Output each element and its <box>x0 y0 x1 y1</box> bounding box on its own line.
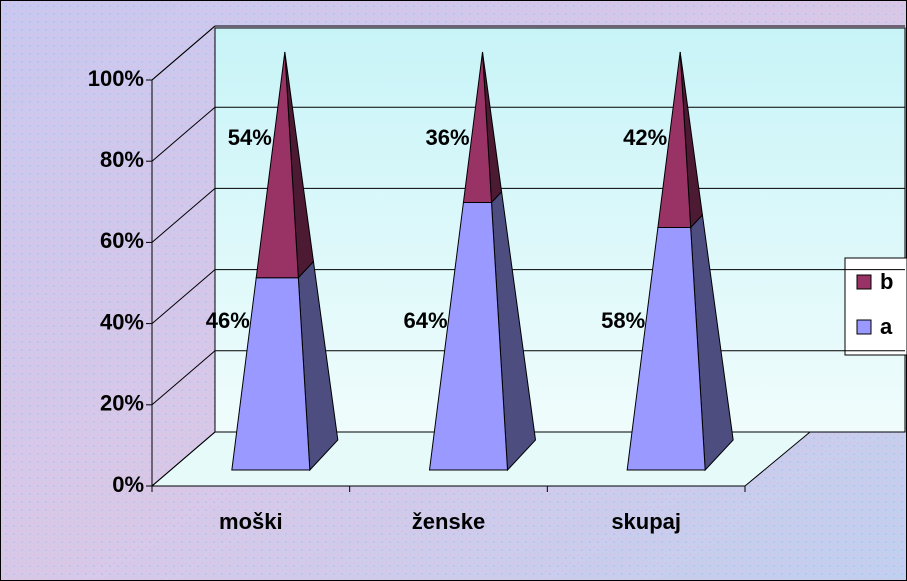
legend-swatch <box>856 274 872 290</box>
value-label: 42% <box>623 125 667 150</box>
x-tick-label: moški <box>219 509 283 534</box>
legend-label: a <box>880 314 893 339</box>
value-label: 46% <box>206 308 250 333</box>
x-tick-label: ženske <box>412 509 485 534</box>
pyramid-front <box>255 51 299 279</box>
value-label: 64% <box>403 308 447 333</box>
value-label: 58% <box>601 308 645 333</box>
y-tick-label: 100% <box>88 66 144 91</box>
legend-swatch <box>856 319 872 335</box>
side-grid-line <box>151 106 216 162</box>
pyramid-front <box>462 51 493 203</box>
x-tick-label: skupaj <box>611 509 681 534</box>
side-grid-line <box>151 188 216 243</box>
y-tick-label: 20% <box>100 391 144 416</box>
legend-label: b <box>880 269 893 294</box>
value-label: 54% <box>228 125 272 150</box>
side-grid-line <box>151 350 216 406</box>
side-grid-line <box>151 269 216 324</box>
pyramid-front <box>657 51 692 229</box>
side-wall-edge <box>151 25 216 81</box>
side-grid-line <box>151 431 216 487</box>
value-label: 36% <box>425 125 469 150</box>
y-tick-label: 40% <box>100 309 144 334</box>
y-tick-label: 60% <box>100 228 144 253</box>
legend <box>844 257 907 356</box>
y-tick-label: 80% <box>100 147 144 172</box>
y-tick-label: 0% <box>112 472 144 497</box>
